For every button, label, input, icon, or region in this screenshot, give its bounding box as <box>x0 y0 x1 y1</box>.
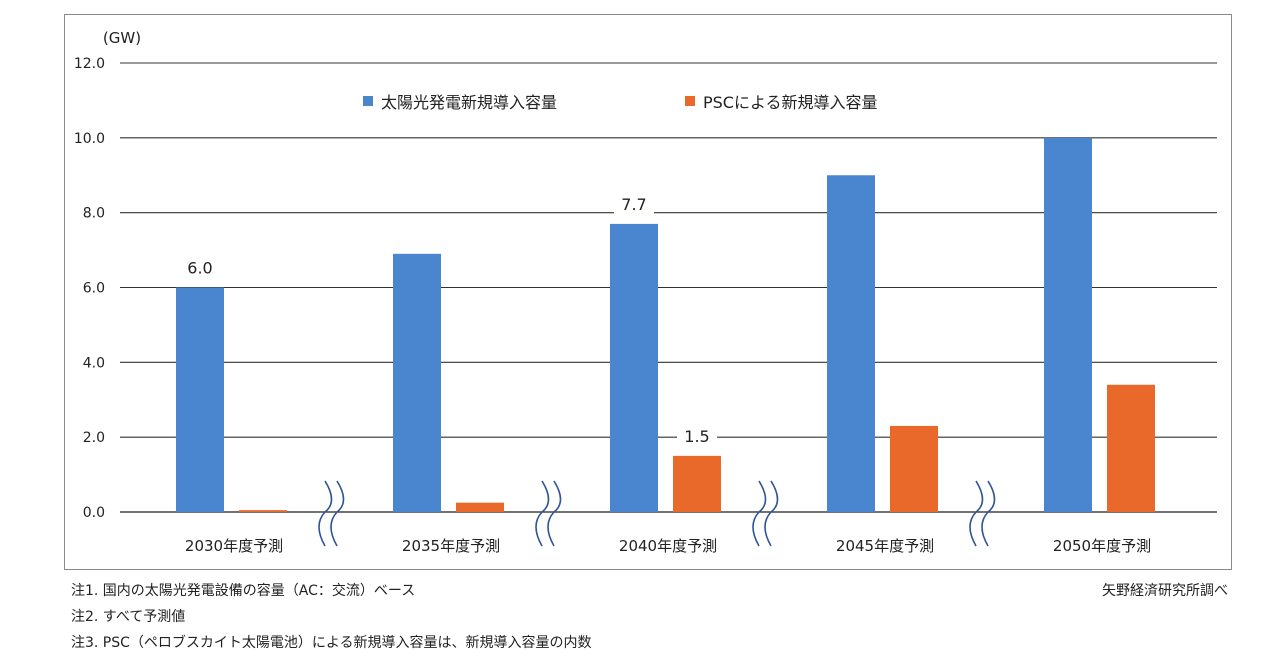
note-2: 注2. すべて予測値 <box>71 609 186 625</box>
bar-solar-3 <box>827 175 875 512</box>
legend-label-1: PSCによる新規導入容量 <box>703 93 878 112</box>
y-tick-label-5: 10.0 <box>74 131 105 147</box>
y-tick-label-4: 8.0 <box>83 206 105 222</box>
data-label-2: 1.5 <box>684 427 709 446</box>
data-label-bg-0 <box>180 257 220 280</box>
bar-solar-2 <box>610 223 658 512</box>
axis-break-1-0 <box>535 480 550 547</box>
data-label-0: 6.0 <box>187 259 212 278</box>
bar-solar-0 <box>176 287 224 512</box>
legend-swatch-0 <box>363 96 373 106</box>
bar-psc-3 <box>890 425 938 512</box>
axis-break-3-1 <box>981 480 996 547</box>
y-tick-label-6: 12.0 <box>74 56 105 72</box>
chart-frame: 0.0 2.0 4.0 6.0 8.0 10.0 12.0 (GW) 2030年度予測 2035年… <box>64 14 1232 570</box>
legend-label-0: 太陽光発電新規導入容量 <box>381 93 557 112</box>
data-label-bg-2 <box>677 425 717 448</box>
x-category-label-2: 2040年度予測 <box>619 537 717 555</box>
bar-solar-1 <box>393 253 441 512</box>
x-category-label-0: 2030年度予測 <box>185 537 283 555</box>
axis-break-2-0 <box>752 480 767 547</box>
source-credit: 矢野経済研究所調べ <box>1102 583 1228 599</box>
bar-chart: 0.0 2.0 4.0 6.0 8.0 10.0 12.0 (GW) 2030年度予測 2035年… <box>74 29 1217 555</box>
legend-swatch-1 <box>685 96 695 106</box>
bar-psc-0 <box>239 510 287 512</box>
bar-psc-2 <box>673 455 721 512</box>
y-tick-label-1: 2.0 <box>83 430 105 446</box>
bar-solar-4 <box>1044 137 1092 512</box>
note-3: 注3. PSC（ペロブスカイト太陽電池）による新規導入容量は、新規導入容量の内数 <box>71 635 592 651</box>
data-label-1: 7.7 <box>621 195 646 214</box>
x-category-label-4: 2050年度予測 <box>1053 537 1151 555</box>
x-category-label-1: 2035年度予測 <box>402 537 500 555</box>
y-tick-label-0: 0.0 <box>83 505 105 521</box>
note-1: 注1. 国内の太陽光発電設備の容量（AC：交流）ベース <box>71 583 416 599</box>
y-tick-label-3: 6.0 <box>83 281 105 297</box>
axis-break-0-1 <box>330 480 345 547</box>
bar-psc-1 <box>456 502 504 512</box>
axis-break-3-0 <box>969 480 984 547</box>
y-tick-label-2: 4.0 <box>83 355 105 371</box>
data-label-bg-1 <box>614 193 654 216</box>
y-axis-unit: (GW) <box>103 29 141 47</box>
bar-psc-4 <box>1107 384 1155 512</box>
x-category-label-3: 2045年度予測 <box>836 537 934 555</box>
axis-break-0-0 <box>318 480 333 547</box>
axis-break-1-1 <box>547 480 562 547</box>
axis-break-2-1 <box>764 480 779 547</box>
